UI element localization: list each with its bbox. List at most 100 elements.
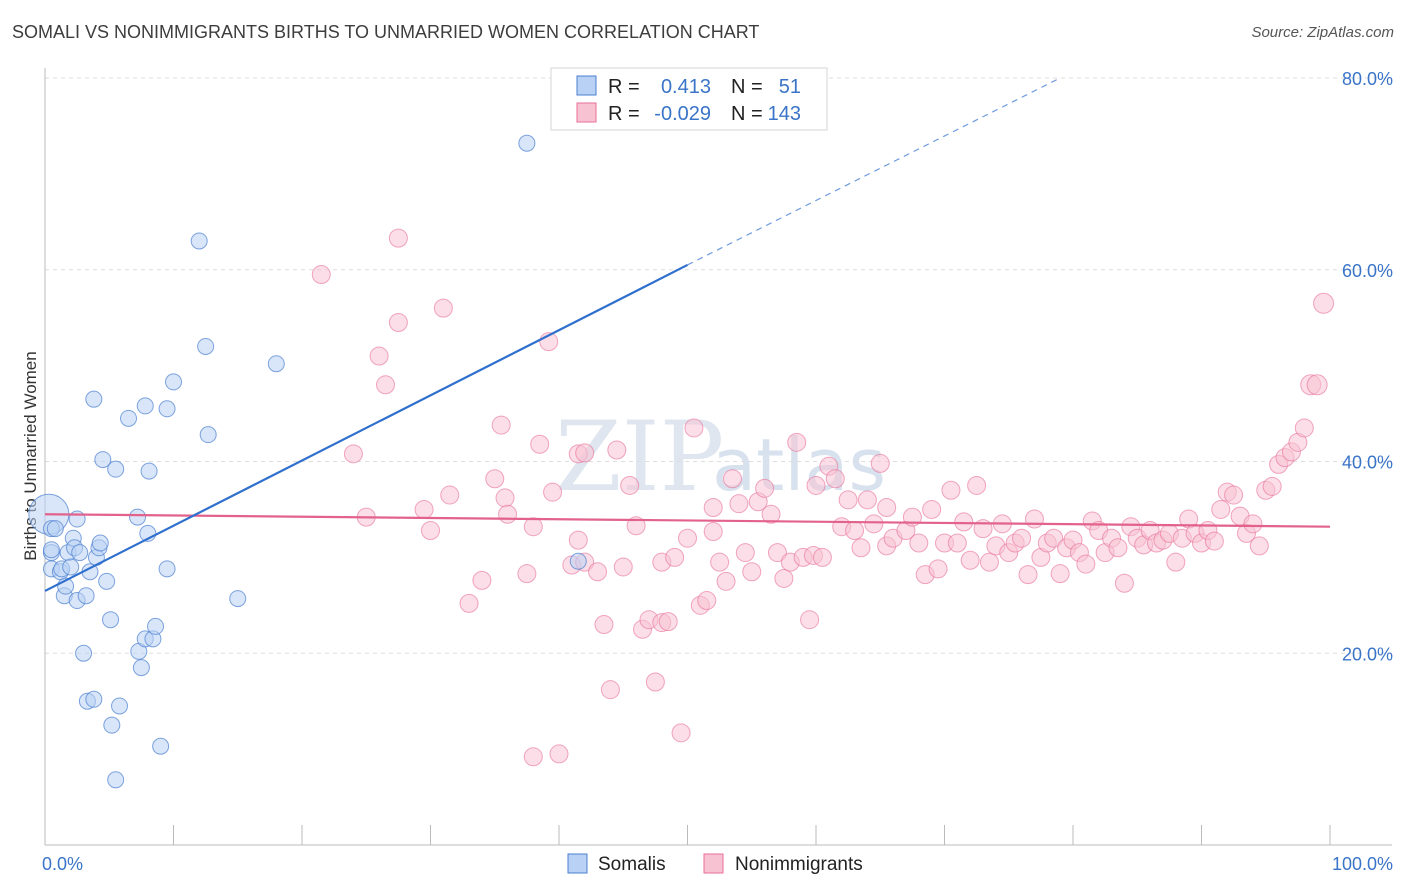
somalis-point — [85, 390, 103, 408]
nonimmigrants-point — [755, 478, 775, 498]
nonimmigrants-point — [1224, 485, 1244, 505]
somalis-point — [132, 659, 150, 677]
legend-r-label-2: R = — [608, 103, 640, 125]
somalis-point — [147, 617, 165, 635]
nonimmigrants-point — [857, 490, 877, 510]
nonimmigrants-point — [549, 744, 569, 764]
nonimmigrants-point — [530, 434, 550, 454]
nonimmigrants-point — [517, 564, 537, 584]
somalis-point — [129, 508, 147, 526]
nonimmigrants-point — [1114, 573, 1134, 593]
nonimmigrants-point — [311, 265, 331, 285]
nonimmigrants-point — [491, 415, 511, 435]
nonimmigrants-point — [1249, 536, 1269, 556]
nonimmigrants-point — [459, 593, 479, 613]
nonimmigrants-point — [845, 521, 865, 541]
y-tick-label: 40.0% — [1342, 453, 1393, 473]
nonimmigrants-point — [594, 614, 614, 634]
legend-n-label-1: N = — [731, 76, 763, 98]
nonimmigrants-point — [800, 610, 820, 630]
y-tick-label: 60.0% — [1342, 261, 1393, 281]
nonimmigrants-point — [967, 475, 987, 495]
nonimmigrants-point — [1108, 538, 1128, 558]
nonimmigrants-point — [870, 453, 890, 473]
somalis-point — [165, 373, 182, 391]
nonimmigrants-point — [1262, 476, 1282, 496]
somalis-point — [190, 232, 208, 250]
somalis-points — [28, 134, 587, 789]
nonimmigrants-point — [922, 499, 942, 519]
nonimmigrants-point — [665, 547, 685, 567]
nonimmigrants-point — [947, 533, 967, 553]
somalis-point — [267, 355, 285, 373]
nonimmigrants-point — [877, 498, 897, 518]
legend-n-label-2: N = — [731, 103, 763, 125]
axes — [44, 68, 1392, 846]
somalis-point — [229, 590, 247, 608]
nonimmigrants-point — [1306, 374, 1328, 396]
nonimmigrants-point — [523, 517, 543, 537]
somalis-point — [85, 690, 103, 708]
somalis-point — [518, 134, 536, 152]
nonimmigrants-point — [607, 440, 627, 460]
somalis-point — [102, 611, 120, 629]
bottom-legend-nonimmigrants-swatch — [703, 853, 724, 874]
nonimmigrants-point — [812, 547, 832, 567]
somalis-point — [103, 716, 121, 734]
nonimmigrants-point — [864, 514, 884, 534]
nonimmigrants-point — [767, 543, 787, 563]
nonimmigrants-point — [575, 443, 595, 463]
somalis-point — [94, 451, 112, 469]
somalis-point — [71, 544, 89, 562]
nonimmigrants-point — [1313, 292, 1335, 314]
nonimmigrants-point — [684, 418, 704, 438]
nonimmigrants-point — [485, 469, 505, 489]
somalis-point — [111, 697, 129, 715]
nonimmigrants-point — [671, 723, 691, 743]
nonimmigrants-point — [588, 562, 608, 582]
nonimmigrants-point — [1166, 552, 1186, 572]
y-tick-labels: 20.0% 40.0% 60.0% 80.0% — [1342, 69, 1393, 664]
y-tick-label: 80.0% — [1342, 69, 1393, 89]
nonimmigrants-point — [1024, 509, 1044, 529]
watermark: ZIP atlas — [555, 401, 886, 513]
nonimmigrants-point — [613, 557, 633, 577]
nonimmigrants-point — [851, 538, 871, 558]
somalis-point — [77, 587, 95, 605]
nonimmigrants-point — [600, 680, 620, 700]
nonimmigrants-point — [343, 444, 363, 464]
y-tick-label: 20.0% — [1342, 644, 1393, 664]
somalis-point — [158, 400, 176, 418]
somalis-point — [569, 552, 587, 570]
somalis-point — [140, 462, 158, 480]
nonimmigrants-point — [761, 504, 781, 524]
nonimmigrants-point — [388, 312, 408, 332]
nonimmigrants-point — [1076, 554, 1096, 574]
somalis-trend-extension — [687, 77, 1061, 266]
nonimmigrants-point — [909, 533, 929, 553]
nonimmigrants-point — [716, 571, 736, 591]
nonimmigrants-point — [806, 475, 826, 495]
somalis-point — [120, 409, 138, 427]
nonimmigrants-point — [787, 432, 807, 452]
legend: R = 0.413 N = 51 R = -0.029 N = 143 — [550, 67, 828, 131]
nonimmigrants-point — [1044, 528, 1064, 548]
nonimmigrants-point — [626, 516, 646, 536]
somalis-point — [46, 520, 64, 538]
somalis-point — [107, 771, 125, 789]
somalis-point — [197, 337, 215, 355]
legend-r-value-1: 0.413 — [661, 76, 711, 98]
somalis-point — [42, 541, 60, 559]
nonimmigrants-point — [433, 298, 453, 318]
x-tick-label: 0.0% — [42, 854, 83, 874]
bottom-legend-somalis-swatch — [567, 853, 588, 874]
legend-somalis-swatch — [576, 75, 597, 96]
nonimmigrants-point — [369, 346, 389, 366]
bottom-legend-somalis-label: Somalis — [598, 854, 666, 875]
somalis-point — [75, 644, 93, 662]
legend-n-value-2: 143 — [768, 103, 801, 125]
nonimmigrants-point — [523, 747, 543, 767]
somalis-point — [152, 737, 170, 755]
nonimmigrants-point — [1243, 514, 1263, 534]
